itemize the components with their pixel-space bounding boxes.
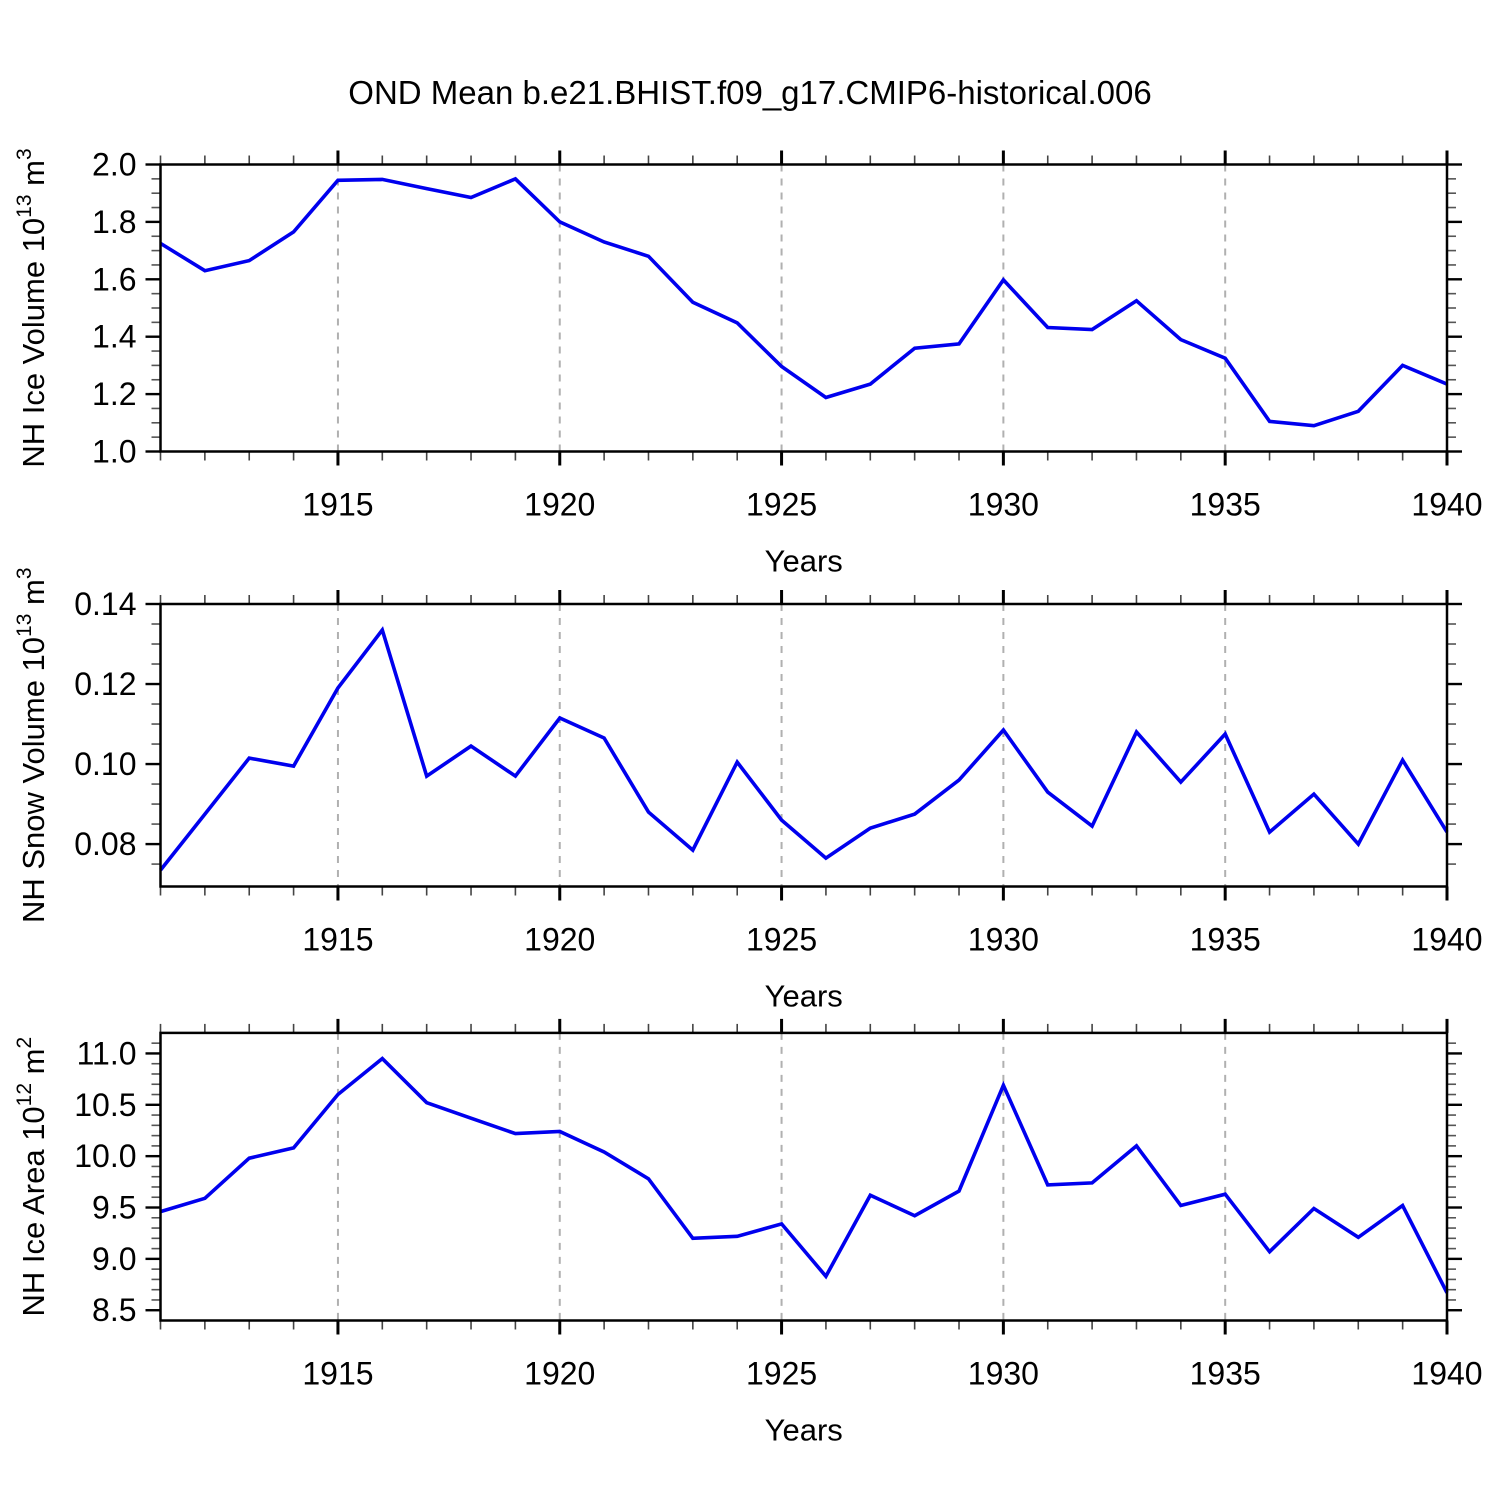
y-tick-label: 1.8 [92, 204, 136, 240]
x-tick-label: 1920 [524, 1356, 595, 1392]
y-axis-label-panel-2: NH Snow Volume 1013 m3 [13, 567, 51, 923]
x-tick-label: 1915 [302, 1356, 373, 1392]
axis-box [159, 602, 1449, 888]
x-tick-label: 1940 [1411, 922, 1482, 958]
x-tick-label: 1930 [968, 922, 1039, 958]
x-axis-label: Years [765, 979, 843, 1014]
x-tick-label: 1935 [1190, 922, 1261, 958]
axis-box [159, 1031, 1449, 1322]
x-tick-label: 1935 [1190, 1356, 1261, 1392]
y-tick-label: 2.0 [92, 147, 136, 183]
y-tick-label: 0.08 [74, 826, 136, 862]
x-tick-label: 1940 [1411, 487, 1482, 523]
data-line-panel-1 [159, 176, 1448, 428]
x-tick-label: 1940 [1411, 1356, 1482, 1392]
data-line-panel-3 [159, 1056, 1449, 1294]
y-tick-label: 0.12 [74, 666, 136, 702]
y-axis-label-panel-3: NH Ice Area 1012 m2 [13, 1037, 51, 1317]
y-tick-label: 10.5 [74, 1087, 136, 1123]
x-tick-label: 1915 [302, 922, 373, 958]
x-tick-label: 1925 [746, 922, 817, 958]
panel-1: 2.0 1.8 1.6 1.4 1.2 1.0 1915 1920 1925 1930 1935 19… [13, 147, 1483, 579]
y-tick-label: 1.2 [92, 376, 136, 412]
x-tick-label: 1930 [968, 1356, 1039, 1392]
y-tick-label: 8.5 [92, 1292, 136, 1328]
y-tick-label: 1.0 [92, 434, 136, 470]
y-tick-label: 0.14 [74, 586, 136, 622]
y-tick-label: 0.10 [74, 746, 136, 782]
y-tick-label: 10.0 [74, 1138, 136, 1174]
x-axis-label: Years [765, 1413, 843, 1448]
y-tick-label: 1.6 [92, 261, 136, 297]
x-axis-label: Years [765, 544, 843, 579]
axis-box [159, 163, 1449, 453]
y-tick-label: 11.0 [77, 1035, 137, 1071]
x-tick-label: 1920 [524, 922, 595, 958]
data-line-panel-2 [159, 626, 1449, 872]
panel-3: 11.0 10.5 10.0 9.5 9.0 8.5 1915 1920 1925 1930 193… [13, 1018, 1483, 1448]
y-tick-label: 1.4 [92, 319, 136, 355]
panel-2: 0.14 0.12 0.10 0.08 1915 1920 1925 1930 1935 1940… [13, 567, 1483, 1013]
y-tick-label: 9.5 [92, 1190, 136, 1226]
chart-title: OND Mean b.e21.BHIST.f09_g17.CMIP6-histo… [348, 74, 1151, 111]
x-tick-label: 1930 [968, 487, 1039, 523]
y-axis-label-panel-1: NH Ice Volume 1013 m3 [13, 148, 51, 467]
x-tick-label: 1920 [524, 487, 595, 523]
x-tick-label: 1915 [302, 487, 373, 523]
x-tick-label: 1925 [746, 487, 817, 523]
x-tick-label: 1925 [746, 1356, 817, 1392]
y-tick-label: 9.0 [92, 1241, 136, 1277]
x-tick-label: 1935 [1190, 487, 1261, 523]
